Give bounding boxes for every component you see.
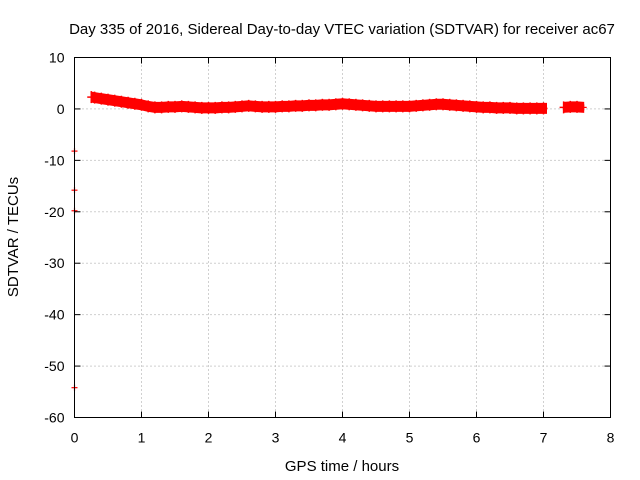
x-tick-label: 7 [540,430,548,446]
y-tick-label: 0 [57,101,65,117]
data-point [318,98,330,111]
y-tick-label: -10 [44,152,64,168]
y-tick-label: -20 [44,204,64,220]
data-point [110,94,122,108]
data-point [539,102,548,115]
y-axis-title: SDTVAR / TECUs [5,177,22,297]
x-tick-label: 3 [272,430,280,446]
x-tick-label: 8 [607,430,615,446]
x-axis-title: GPS time / hours [285,458,399,475]
y-tick-labels: 10 0 -10 -20 -30 -40 -50 -60 [44,50,64,426]
y-tick-label: -30 [44,255,64,271]
chart-title: Day 335 of 2016, Sidereal Day-to-day VTE… [69,21,615,38]
x-tick-label: 0 [71,430,79,446]
x-tick-labels: 0 1 2 3 4 5 6 7 8 [71,430,615,446]
x-tick-label: 4 [339,430,347,446]
x-tick-label: 1 [138,430,146,446]
x-tick-label: 2 [205,430,213,446]
data-point [137,98,149,112]
grid-lines [74,57,611,418]
y-tick-label: 10 [49,50,65,66]
x-tick-label: 5 [406,430,414,446]
data-series [71,91,587,391]
data-point [580,104,587,111]
y-tick-label: -40 [44,307,64,323]
data-point [573,100,585,113]
y-tick-label: -60 [44,410,64,426]
y-tick-label: -50 [44,358,64,374]
axis-ticks [74,57,611,418]
data-point [150,101,163,114]
x-tick-label: 6 [473,430,481,446]
